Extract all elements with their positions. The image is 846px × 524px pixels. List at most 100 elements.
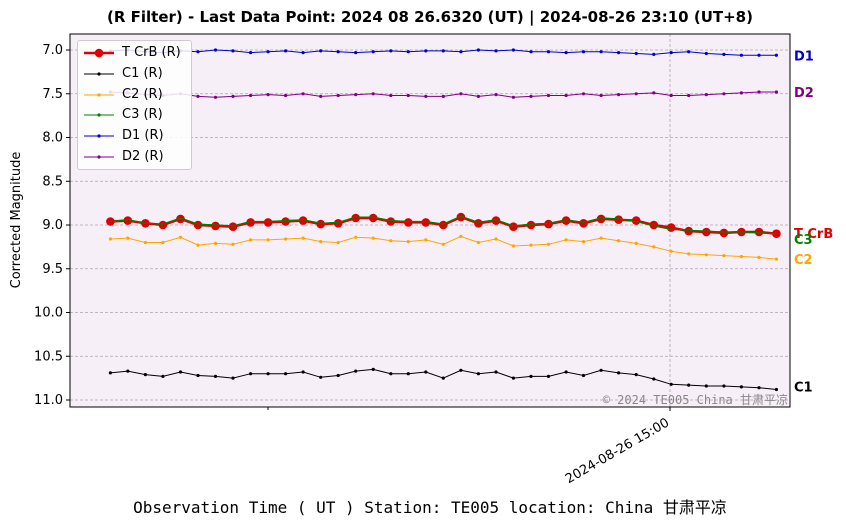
data-point: [546, 374, 551, 378]
data-point: [617, 239, 621, 243]
data-point: [421, 218, 431, 227]
x-axis-label: Observation Time ( UT ) Station: TE005 l…: [133, 498, 727, 517]
y-tick-label: 11.0: [34, 393, 63, 408]
data-point: [494, 49, 498, 53]
data-point: [231, 94, 235, 98]
data-point: [669, 51, 673, 55]
data-point: [319, 240, 323, 244]
data-point: [178, 370, 183, 374]
data-point: [684, 226, 693, 236]
data-point: [614, 215, 623, 224]
data-point: [406, 93, 410, 98]
data-point: [511, 376, 515, 380]
data-point: [652, 52, 656, 57]
data-point: [281, 217, 290, 226]
y-tick-label: 10.5: [34, 349, 63, 364]
data-point: [649, 220, 659, 230]
data-point: [424, 94, 428, 98]
legend-label: D2 (R): [122, 149, 164, 164]
data-point: [406, 50, 410, 54]
data-point: [546, 242, 551, 246]
data-point: [757, 255, 761, 259]
data-point: [564, 370, 568, 374]
data-point: [669, 382, 673, 386]
data-point: [494, 93, 498, 97]
data-point: [704, 51, 708, 56]
data-point: [546, 93, 551, 98]
data-point: [529, 374, 533, 378]
legend-swatch: [84, 134, 114, 138]
data-point: [476, 240, 480, 245]
data-point: [529, 243, 533, 247]
data-point: [596, 214, 606, 224]
data-point: [617, 93, 621, 97]
data-point: [354, 51, 358, 55]
data-point: [526, 220, 536, 230]
data-point: [213, 374, 218, 378]
legend-label: C3 (R): [122, 107, 163, 123]
data-point: [319, 375, 323, 379]
y-tick-label: 8.0: [42, 131, 63, 146]
data-point: [158, 220, 168, 230]
data-point: [424, 49, 428, 53]
data-point: [652, 91, 656, 95]
data-point: [476, 94, 480, 98]
data-point: [213, 241, 218, 245]
data-point: [336, 240, 340, 245]
data-point: [652, 245, 656, 249]
data-point: [739, 254, 744, 259]
legend-label: D1 (R): [122, 128, 164, 144]
legend: T CrB (R) C1 (R) C2 (R) C3 (R) D1 (R) D2 (R): [77, 40, 192, 170]
data-point: [529, 94, 533, 98]
data-point: [739, 53, 744, 57]
data-point: [263, 218, 273, 227]
data-point: [108, 371, 112, 375]
data-point: [581, 373, 586, 378]
data-point: [774, 387, 779, 392]
data-point: [722, 254, 726, 258]
legend-item: T CrB (R): [78, 44, 191, 62]
data-point: [459, 368, 463, 372]
data-point: [739, 385, 744, 389]
data-point: [196, 373, 200, 378]
data-point: [441, 242, 445, 246]
y-tick-label: 9.5: [42, 262, 63, 277]
data-point: [494, 237, 498, 241]
data-point: [126, 369, 130, 373]
data-point: [176, 214, 185, 224]
data-point: [371, 236, 375, 240]
y-tick-label: 10.0: [34, 306, 63, 321]
end-label-c3: C3: [794, 233, 813, 248]
data-point: [491, 216, 501, 225]
data-point: [336, 93, 340, 98]
data-point: [301, 236, 305, 240]
data-point: [333, 219, 343, 228]
data-point: [599, 93, 603, 98]
data-point: [404, 218, 413, 227]
data-point: [389, 239, 393, 243]
end-label-d1: D1: [794, 49, 814, 64]
data-point: [386, 217, 396, 226]
series-c2: [108, 234, 779, 261]
data-point: [704, 93, 708, 97]
data-point: [757, 90, 761, 94]
data-point: [687, 50, 691, 54]
data-point: [354, 369, 358, 373]
data-point: [774, 53, 779, 57]
data-point: [757, 53, 761, 57]
data-point: [581, 92, 586, 96]
data-point: [371, 50, 375, 54]
legend-swatch: [84, 155, 114, 159]
data-point: [228, 222, 238, 231]
data-point: [298, 216, 308, 225]
data-point: [459, 50, 463, 54]
data-point: [456, 212, 466, 222]
legend-swatch: [84, 113, 114, 117]
legend-item: C3 (R): [78, 106, 191, 124]
data-point: [301, 370, 305, 374]
data-point: [546, 50, 551, 54]
data-point: [196, 94, 200, 98]
data-point: [193, 220, 203, 230]
data-point: [564, 93, 568, 98]
data-point: [511, 244, 515, 248]
